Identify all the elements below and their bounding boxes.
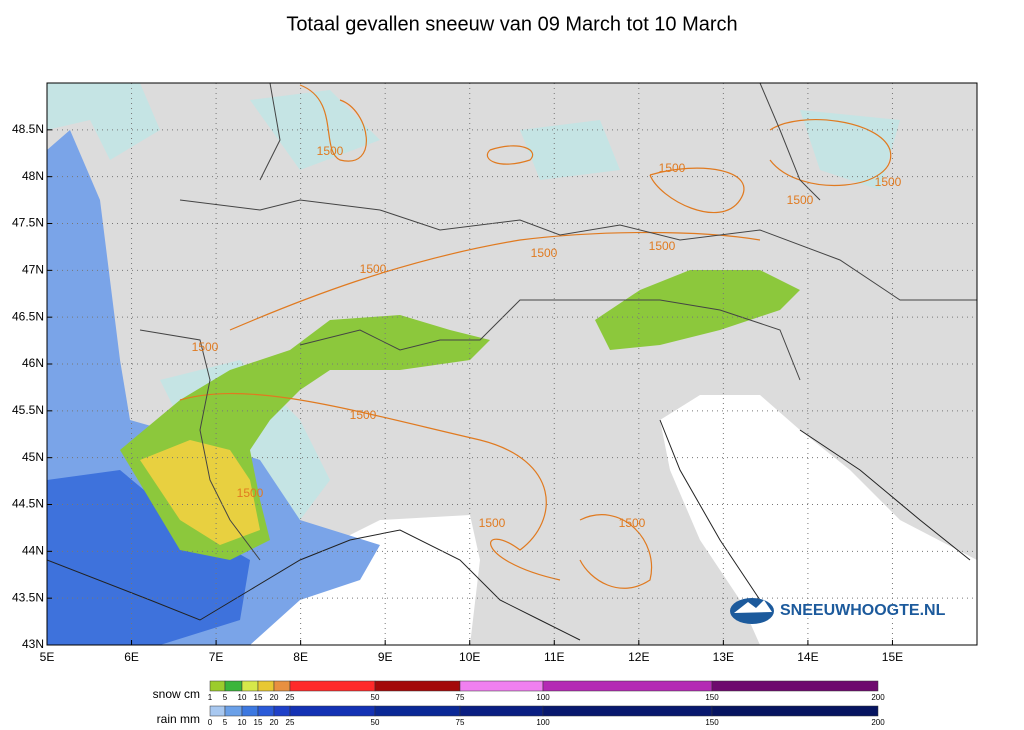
contour-label: 1500 (317, 144, 344, 158)
legend-tick-label: 150 (705, 693, 719, 702)
legend-swatch (711, 705, 879, 717)
y-tick-label: 43N (22, 637, 44, 651)
title: Totaal gevallen sneeuw van 09 March tot … (286, 13, 737, 35)
legend-tick-label: 1 (208, 693, 213, 702)
legend-swatch (257, 680, 275, 692)
contour-label: 1500 (659, 161, 686, 175)
y-tick-label: 43.5N (12, 590, 44, 604)
y-tick-label: 45.5N (12, 403, 44, 417)
legend-swatch (209, 680, 226, 692)
legend-swatch (374, 705, 461, 717)
coastline (47, 419, 971, 641)
x-tick-label: 11E (544, 650, 564, 664)
x-tick-label: 12E (628, 650, 649, 664)
legend-tick-label: 20 (270, 718, 279, 727)
contour-label: 1500 (875, 175, 902, 189)
contour-label: 1500 (649, 239, 676, 253)
x-tick-label: 7E (209, 650, 224, 664)
legend-swatch (273, 705, 291, 717)
contour-label: 1500 (531, 246, 558, 260)
logo-text: SNEEUWHOOGTE.NL (780, 602, 946, 619)
contours (179, 84, 892, 589)
legend-swatch (224, 680, 243, 692)
legend-swatch (542, 680, 713, 692)
borders (139, 83, 977, 561)
map: 1500 1500 1500 1500 1500 1500 1500 1500 1500 1500… (47, 83, 977, 645)
legend-swatch (289, 680, 376, 692)
legend-swatch (459, 680, 544, 692)
y-tick-label: 46.5N (12, 309, 44, 323)
legend-tick-label: 200 (871, 718, 885, 727)
snow-area-east (595, 270, 800, 350)
legend-swatch (224, 705, 243, 717)
legend-tick-label: 25 (286, 693, 295, 702)
y-tick-label: 48N (22, 169, 44, 183)
legend-tick-label: 20 (270, 693, 279, 702)
y-tick-label: 45N (22, 450, 44, 464)
contour-label: 1500 (237, 486, 264, 500)
legend-tick-label: 50 (371, 718, 380, 727)
x-tick-label: 10E (459, 650, 480, 664)
legend-swatch (241, 680, 259, 692)
legend-tick-label: 5 (223, 718, 228, 727)
legend-swatch (257, 705, 275, 717)
contour-label: 1500 (192, 340, 219, 354)
legend-swatch (542, 705, 713, 717)
y-tick-label: 48.5N (12, 122, 44, 136)
legend-tick-label: 200 (871, 693, 885, 702)
contour-label: 1500 (350, 408, 377, 422)
y-tick-label: 47.5N (12, 216, 44, 230)
ligurian-sea (250, 515, 480, 645)
legend-tick-label: 0 (208, 718, 213, 727)
x-tick-label: 13E (713, 650, 734, 664)
x-tick-label: 5E (40, 650, 55, 664)
legend-swatch (209, 705, 226, 717)
legend-tick-label: 15 (254, 693, 263, 702)
legend-tick-label: 15 (254, 718, 263, 727)
y-tick-label: 44N (22, 544, 44, 558)
x-tick-label: 6E (124, 650, 139, 664)
x-tick-label: 8E (293, 650, 308, 664)
y-tick-label: 44.5N (12, 497, 44, 511)
legend-label: rain mm (157, 712, 200, 726)
legend-swatch (241, 705, 259, 717)
adriatic-sea (660, 395, 977, 645)
legend-tick-label: 10 (238, 693, 247, 702)
legend-tick-label: 50 (371, 693, 380, 702)
legend-tick-label: 25 (286, 718, 295, 727)
x-tick-label: 9E (378, 650, 393, 664)
x-tick-label: 15E (882, 650, 903, 664)
logo: SNEEUWHOOGTE.NL (730, 598, 946, 624)
legend-tick-label: 5 (223, 693, 228, 702)
rain-heavy (47, 470, 250, 645)
legend-tick-label: 150 (705, 718, 719, 727)
legend-tick-label: 100 (536, 718, 550, 727)
legend-tick-label: 100 (536, 693, 550, 702)
legend-swatch (273, 680, 291, 692)
legend-swatch (374, 680, 461, 692)
contour-label: 1500 (360, 262, 387, 276)
legend-tick-label: 75 (456, 693, 465, 702)
legend-tick-label: 10 (238, 718, 247, 727)
logo-mountain (734, 600, 772, 613)
x-tick-label: 14E (797, 650, 818, 664)
contour-label: 1500 (619, 516, 646, 530)
y-tick-label: 47N (22, 263, 44, 277)
legend-tick-label: 75 (456, 718, 465, 727)
legend-label: snow cm (153, 687, 200, 701)
snow-heavy (140, 440, 260, 545)
legend-swatch (711, 680, 879, 692)
legend-swatch (289, 705, 376, 717)
y-tick-label: 46N (22, 356, 44, 370)
contour-label: 1500 (787, 193, 814, 207)
legend-swatch (459, 705, 544, 717)
contour-label: 1500 (479, 516, 506, 530)
